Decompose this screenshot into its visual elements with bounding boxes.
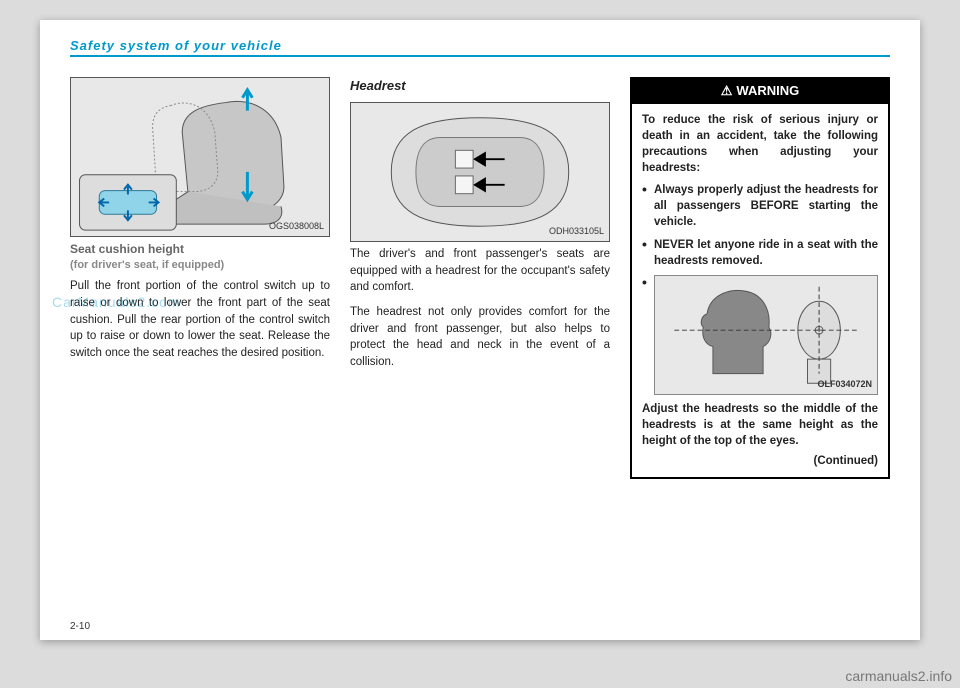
warning-bullet-figure: OLF034072N: [642, 275, 878, 395]
column-2: Headrest ODH033105L The driver's and fro…: [350, 77, 610, 479]
seat-height-heading: Seat cushion height: [70, 241, 330, 258]
warning-box: ⚠WARNING To reduce the risk of serious i…: [630, 77, 890, 479]
column-1: OGS038008L Seat cushion height (for driv…: [70, 77, 330, 479]
warning-footnote: Adjust the headrests so the middle of th…: [642, 401, 878, 449]
figure-label: OLF034072N: [817, 378, 872, 391]
warning-list: Always properly adjust the headrests for…: [642, 182, 878, 394]
warning-continued: (Continued): [642, 453, 878, 469]
warning-content: To reduce the risk of serious injury or …: [632, 104, 888, 477]
page-number: 2-10: [70, 621, 90, 632]
headrest-p2: The headrest not only provides comfort f…: [350, 304, 610, 371]
warning-bullet-1: Always properly adjust the headrests for…: [642, 182, 878, 230]
headrest-figure: ODH033105L: [350, 102, 610, 242]
column-3: ⚠WARNING To reduce the risk of serious i…: [630, 77, 890, 479]
head-profile-illustration: [655, 276, 877, 394]
site-footer: carmanuals2.info: [845, 668, 952, 684]
section-title: Safety system of your vehicle: [70, 38, 890, 53]
seat-illustration: [71, 78, 329, 236]
warning-header: ⚠WARNING: [632, 79, 888, 104]
warning-bullet-2: NEVER let anyone ride in a seat with the…: [642, 237, 878, 269]
warning-title: WARNING: [736, 83, 799, 98]
headrest-heading: Headrest: [350, 77, 610, 96]
seat-height-body: Pull the front portion of the control sw…: [70, 278, 330, 361]
figure-label: OGS038008L: [269, 220, 324, 233]
car-top-illustration: [351, 103, 609, 241]
headrest-alignment-figure: OLF034072N: [654, 275, 878, 395]
warning-icon: ⚠: [721, 83, 733, 98]
manual-page: Safety system of your vehicle: [40, 20, 920, 640]
headrest-p1: The driver's and front passenger's seats…: [350, 246, 610, 296]
warning-intro: To reduce the risk of serious injury or …: [642, 112, 878, 176]
header-divider: [70, 55, 890, 57]
seat-height-note: (for driver's seat, if equipped): [70, 258, 330, 274]
figure-label: ODH033105L: [549, 225, 604, 238]
seat-height-figure: OGS038008L: [70, 77, 330, 237]
content-columns: OGS038008L Seat cushion height (for driv…: [70, 77, 890, 479]
